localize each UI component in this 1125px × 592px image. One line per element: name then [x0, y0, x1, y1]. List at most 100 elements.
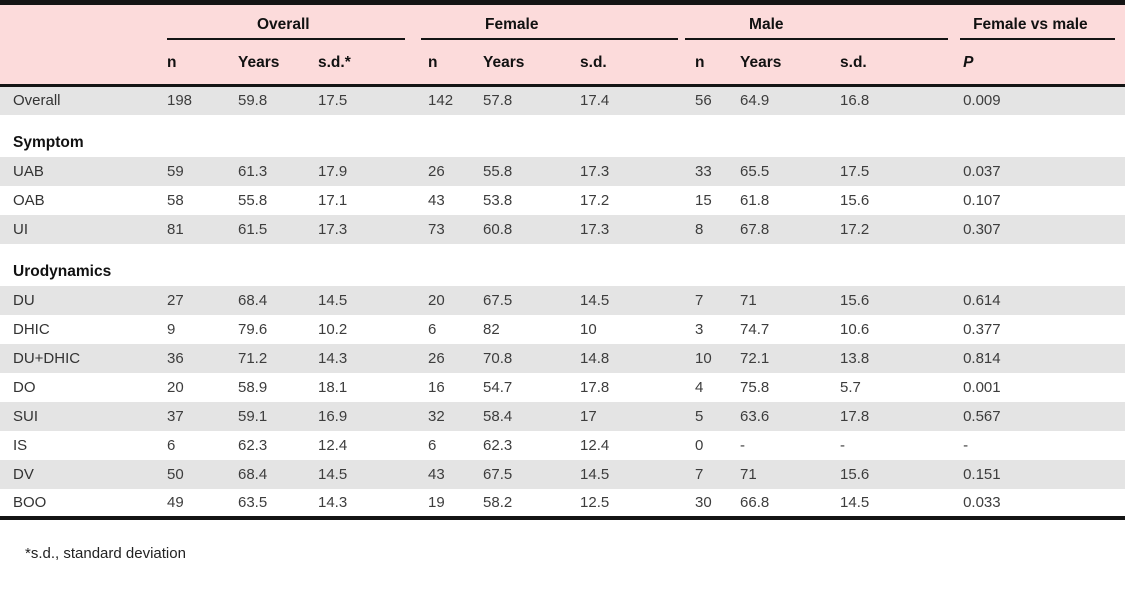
col-header-male-sd: s.d. [830, 42, 954, 87]
table-cell: 14.5 [570, 285, 686, 315]
table-cell: 33 [685, 156, 731, 186]
table-cell: 50 [157, 459, 228, 489]
table-cell: 17.4 [570, 85, 686, 115]
table-cell: 79.6 [238, 320, 268, 338]
table-cell: 17.2 [580, 191, 610, 209]
group-underline [421, 37, 679, 40]
group-underline [167, 37, 406, 40]
table-cell: 198 [157, 85, 228, 115]
table-cell: 15 [695, 191, 712, 209]
table-header: Overall Female Male Female vs male n Yea… [0, 2, 1125, 87]
table-cell: 26 [418, 343, 474, 373]
table-cell: 30 [695, 493, 712, 511]
table-body: Overall 198 59.8 17.5 142 57.8 17.4 56 64.9 16.8 0… [0, 85, 1125, 518]
table-cell: 17.3 [570, 156, 686, 186]
col-header-male-years: Years [730, 42, 831, 87]
table-cell: 53.8 [483, 191, 513, 209]
table-cell: 4 [695, 378, 704, 396]
table-cell: 55.8 [238, 191, 268, 209]
row-label: DO [13, 378, 36, 396]
column-group-label: Female vs male [973, 15, 1088, 33]
table-cell: 59.8 [228, 85, 308, 115]
table-cell: 74.7 [740, 320, 770, 338]
table-row: DV 50 68.4 14.5 43 67.5 14.5 7 71 15.6 0.151 [0, 459, 1125, 489]
table-cell: 61.5 [228, 214, 308, 244]
table-cell: 0.107 [963, 191, 1001, 209]
table-cell: 66.8 [740, 493, 770, 511]
table-cell: 43 [418, 459, 474, 489]
table-cell: 12.4 [580, 436, 610, 454]
table-cell: 58.9 [238, 378, 268, 396]
row-label: BOO [13, 493, 47, 511]
table-cell: 17.8 [830, 401, 954, 431]
corner-cell [0, 42, 157, 87]
table-cell: 56 [685, 85, 731, 115]
table-cell: 0.037 [953, 156, 1125, 186]
table-cell: 16.9 [308, 401, 419, 431]
table-cell: 64.9 [730, 85, 831, 115]
table-cell: 18.1 [318, 378, 348, 396]
table-cell: 14.3 [308, 343, 419, 373]
table-cell: 19 [428, 493, 445, 511]
column-group-female-vs-male: Female vs male [953, 2, 1125, 43]
table-cell: - [740, 436, 746, 454]
table-cell: 142 [418, 85, 474, 115]
age-statistics-table: Overall Female Male Female vs male n Yea… [0, 0, 1125, 520]
table-row: UI 81 61.5 17.3 73 60.8 17.3 8 67.8 17.2 0.307 [0, 214, 1125, 244]
table-cell: 20 [167, 378, 184, 396]
table-cell: 14.3 [318, 493, 348, 511]
table-row: Overall 198 59.8 17.5 142 57.8 17.4 56 64.9 16.8 0… [0, 85, 1125, 115]
table-cell: 10.2 [318, 320, 348, 338]
table-cell: 6 [167, 436, 176, 454]
table-cell: 15.6 [830, 285, 954, 315]
table-cell: 70.8 [473, 343, 571, 373]
row-label: SUI [0, 401, 157, 431]
table-cell: 75.8 [740, 378, 770, 396]
table-cell: 67.8 [730, 214, 831, 244]
column-group-label: Female [485, 15, 539, 33]
table-cell: 8 [685, 214, 731, 244]
table-cell: 17.9 [308, 156, 419, 186]
table-cell: 0.307 [953, 214, 1125, 244]
table-row: SUI 37 59.1 16.9 32 58.4 17 5 63.6 17.8 0.567 [0, 401, 1125, 431]
group-underline [960, 37, 1116, 40]
table-cell: 14.5 [308, 459, 419, 489]
col-header-overall-sd: s.d.* [308, 42, 419, 87]
table-cell: 26 [418, 156, 474, 186]
table-row: DU 27 68.4 14.5 20 67.5 14.5 7 71 15.6 0.614 [0, 285, 1125, 315]
table-cell: 17.2 [830, 214, 954, 244]
table-cell: 71 [730, 285, 831, 315]
sub-header-row: n Years s.d.* n Years s.d. n Years s.d. … [0, 42, 1125, 87]
table-cell: 12.4 [318, 436, 348, 454]
table-cell: 17.3 [308, 214, 419, 244]
column-group-label: Male [749, 15, 784, 33]
table-cell: 6 [428, 320, 437, 338]
table-cell: 0.151 [953, 459, 1125, 489]
table-cell: 17 [570, 401, 686, 431]
table-cell: 71.2 [228, 343, 308, 373]
table-cell: 17.5 [830, 156, 954, 186]
table-cell: 0.614 [953, 285, 1125, 315]
table-cell: 9 [167, 320, 176, 338]
table-cell: 15.6 [840, 191, 870, 209]
table-cell: 59 [157, 156, 228, 186]
table-cell: 5.7 [840, 378, 861, 396]
table-cell: 55.8 [473, 156, 571, 186]
section-label: Symptom [0, 128, 1125, 157]
table-cell: 71 [730, 459, 831, 489]
table-cell: 0.033 [963, 493, 1001, 511]
table-cell: 61.3 [228, 156, 308, 186]
table-cell: 61.8 [740, 191, 770, 209]
column-group-overall: Overall [157, 2, 419, 43]
row-label: UAB [0, 156, 157, 186]
table-cell: 10.6 [840, 320, 870, 338]
table-row: OAB 58 55.8 17.1 43 53.8 17.2 15 61.8 15.6 0.107 [0, 186, 1125, 215]
col-header-female-n: n [418, 42, 474, 87]
col-header-overall-years: Years [228, 42, 308, 87]
col-header-female-sd: s.d. [570, 42, 686, 87]
spacer-row [0, 243, 1125, 258]
col-header-p-value: P [953, 42, 1125, 87]
section-row: Urodynamics [0, 257, 1125, 286]
table-cell: 16 [428, 378, 445, 396]
footnote: *s.d., standard deviation [25, 544, 186, 562]
